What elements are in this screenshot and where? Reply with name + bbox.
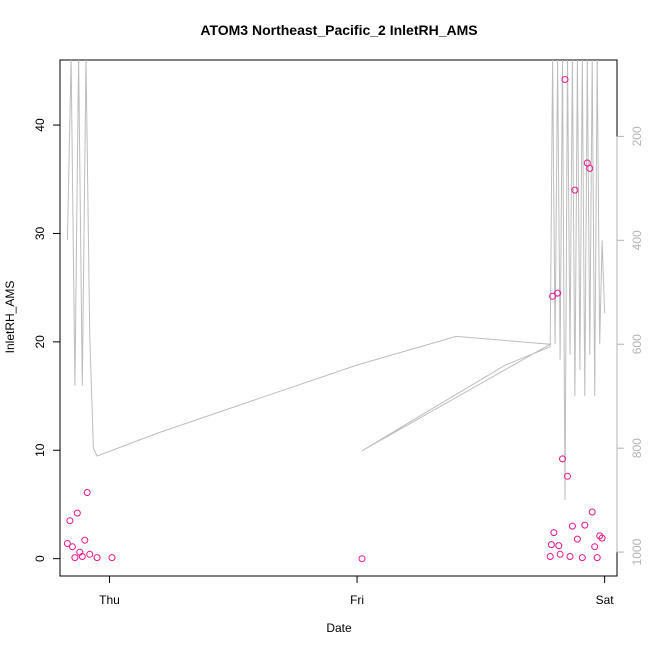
secondary-line-layer	[66, 60, 606, 501]
data-point	[550, 529, 558, 537]
data-point	[547, 541, 555, 549]
x-axis-label: Date	[326, 621, 352, 635]
y-tick-label: 0	[33, 555, 47, 562]
data-point	[83, 489, 91, 496]
data-point	[564, 472, 571, 480]
data-point	[68, 543, 76, 551]
x-axis: Thu Fri Sat	[99, 575, 615, 607]
x-tick-label: Fri	[350, 593, 364, 607]
data-point	[586, 164, 594, 172]
data-point	[571, 186, 579, 194]
data-point	[573, 535, 581, 543]
data-point	[63, 540, 71, 547]
y-axis-right: 200 400 600 800 1000	[616, 126, 644, 565]
data-point	[81, 536, 89, 544]
x-tick-label: Sat	[596, 593, 615, 607]
data-point	[546, 553, 554, 560]
data-point	[593, 554, 601, 562]
x-tick-label: Thu	[99, 593, 120, 607]
data-point	[588, 508, 596, 516]
data-point	[566, 553, 574, 560]
data-point	[358, 555, 366, 563]
data-point	[108, 554, 116, 562]
y-tick-label: 30	[33, 226, 47, 240]
data-point	[561, 76, 569, 83]
data-point	[578, 554, 586, 562]
y-tick-label: 10	[33, 443, 47, 457]
y2-tick-label: 800	[630, 438, 644, 458]
data-point	[598, 534, 606, 542]
data-point	[555, 542, 563, 550]
data-point	[86, 550, 94, 558]
data-point	[549, 292, 557, 300]
y2-tick-label: 400	[630, 230, 644, 250]
y-tick-label: 20	[33, 335, 47, 349]
data-point	[581, 521, 589, 529]
y-axis-left: 0 10 20 30 40	[33, 118, 61, 562]
data-point	[73, 509, 81, 517]
data-point	[71, 554, 79, 562]
data-point	[568, 522, 576, 530]
y-axis-label: InletRH_AMS	[3, 281, 17, 354]
data-point	[66, 517, 74, 525]
data-point	[78, 553, 86, 560]
y-tick-label: 40	[33, 118, 47, 132]
data-point	[591, 543, 599, 551]
plot-box	[59, 59, 618, 577]
data-point	[554, 289, 562, 297]
y2-tick-label: 600	[630, 334, 644, 354]
y2-tick-label: 1000	[630, 538, 644, 565]
data-point	[556, 550, 564, 558]
chart-title: ATOM3 Northeast_Pacific_2 InletRH_AMS	[200, 22, 477, 38]
points-layer	[63, 76, 606, 563]
secondary-series-line	[66, 60, 606, 501]
data-point	[559, 455, 566, 463]
data-point	[93, 554, 101, 562]
data-point	[596, 532, 604, 540]
y2-tick-label: 200	[630, 126, 644, 146]
